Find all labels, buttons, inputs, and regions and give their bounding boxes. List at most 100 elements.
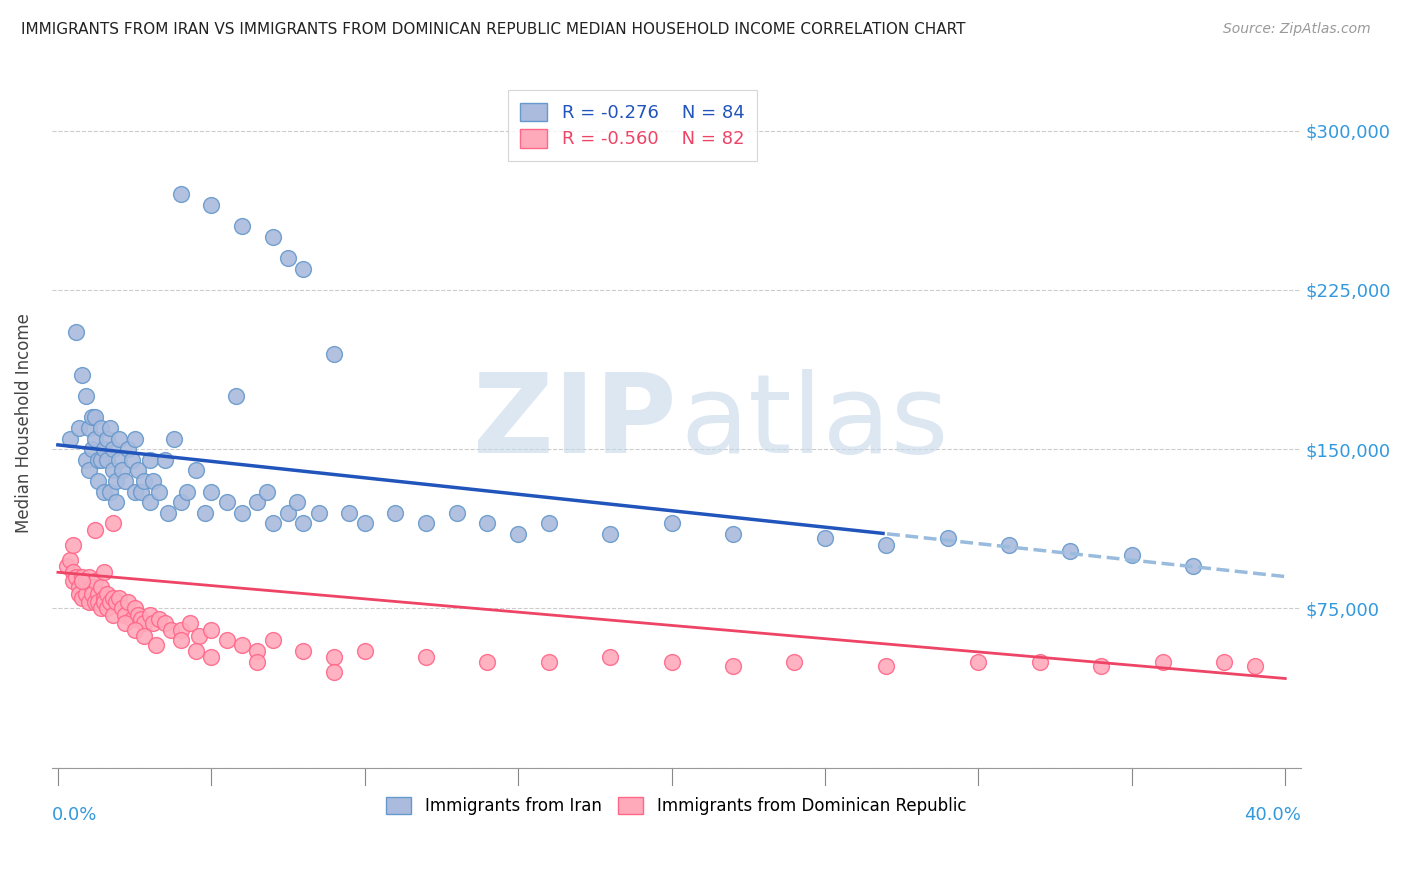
Point — [936, 532, 959, 546]
Point — [121, 612, 143, 626]
Point — [415, 516, 437, 531]
Point — [1029, 655, 1052, 669]
Point — [101, 463, 124, 477]
Point — [246, 495, 269, 509]
Point — [292, 261, 315, 276]
Point — [215, 495, 238, 509]
Point — [285, 495, 308, 509]
Point — [83, 410, 105, 425]
Point — [98, 421, 121, 435]
Point — [875, 658, 897, 673]
Point — [415, 650, 437, 665]
Point — [96, 432, 118, 446]
Point — [62, 566, 84, 580]
Point — [163, 432, 186, 446]
Point — [67, 586, 90, 600]
Point — [101, 516, 124, 531]
Point — [132, 629, 155, 643]
Point — [384, 506, 406, 520]
Point — [783, 655, 806, 669]
Point — [339, 506, 361, 520]
Point — [1152, 655, 1174, 669]
Point — [132, 474, 155, 488]
Point — [101, 442, 124, 456]
Point — [225, 389, 247, 403]
Point — [661, 516, 683, 531]
Point — [83, 432, 105, 446]
Point — [96, 601, 118, 615]
Point — [179, 616, 201, 631]
Text: atlas: atlas — [681, 369, 949, 476]
Point — [67, 421, 90, 435]
Point — [65, 326, 87, 340]
Point — [87, 595, 110, 609]
Point — [117, 595, 139, 609]
Point — [101, 607, 124, 622]
Point — [96, 586, 118, 600]
Point — [90, 452, 112, 467]
Point — [114, 616, 136, 631]
Point — [262, 516, 284, 531]
Point — [277, 506, 299, 520]
Point — [139, 607, 162, 622]
Point — [129, 484, 152, 499]
Point — [93, 591, 115, 605]
Point — [83, 595, 105, 609]
Point — [93, 566, 115, 580]
Point — [101, 591, 124, 605]
Point — [105, 595, 128, 609]
Point — [90, 601, 112, 615]
Point — [98, 484, 121, 499]
Point — [77, 463, 100, 477]
Point — [127, 463, 149, 477]
Point — [169, 187, 191, 202]
Point — [124, 432, 146, 446]
Point — [108, 452, 131, 467]
Point — [277, 251, 299, 265]
Point — [200, 198, 222, 212]
Point — [323, 650, 346, 665]
Point — [246, 655, 269, 669]
Point — [72, 574, 94, 588]
Point — [353, 644, 375, 658]
Point — [56, 558, 79, 573]
Point — [108, 591, 131, 605]
Point — [155, 616, 177, 631]
Point — [262, 229, 284, 244]
Point — [148, 484, 170, 499]
Text: IMMIGRANTS FROM IRAN VS IMMIGRANTS FROM DOMINICAN REPUBLIC MEDIAN HOUSEHOLD INCO: IMMIGRANTS FROM IRAN VS IMMIGRANTS FROM … — [21, 22, 966, 37]
Point — [1243, 658, 1265, 673]
Point — [72, 591, 94, 605]
Point — [537, 655, 560, 669]
Point — [231, 506, 253, 520]
Point — [200, 650, 222, 665]
Point — [176, 484, 198, 499]
Point — [96, 452, 118, 467]
Point — [105, 474, 128, 488]
Point — [200, 484, 222, 499]
Point — [967, 655, 990, 669]
Point — [114, 607, 136, 622]
Point — [105, 495, 128, 509]
Point — [256, 484, 278, 499]
Point — [142, 616, 165, 631]
Point — [121, 452, 143, 467]
Point — [353, 516, 375, 531]
Point — [721, 658, 744, 673]
Point — [446, 506, 468, 520]
Point — [721, 527, 744, 541]
Point — [72, 569, 94, 583]
Point — [93, 484, 115, 499]
Point — [80, 586, 103, 600]
Point — [1213, 655, 1236, 669]
Point — [139, 495, 162, 509]
Point — [814, 532, 837, 546]
Point — [148, 612, 170, 626]
Point — [215, 633, 238, 648]
Point — [67, 580, 90, 594]
Point — [477, 655, 499, 669]
Point — [508, 527, 530, 541]
Point — [537, 516, 560, 531]
Point — [200, 623, 222, 637]
Point — [77, 421, 100, 435]
